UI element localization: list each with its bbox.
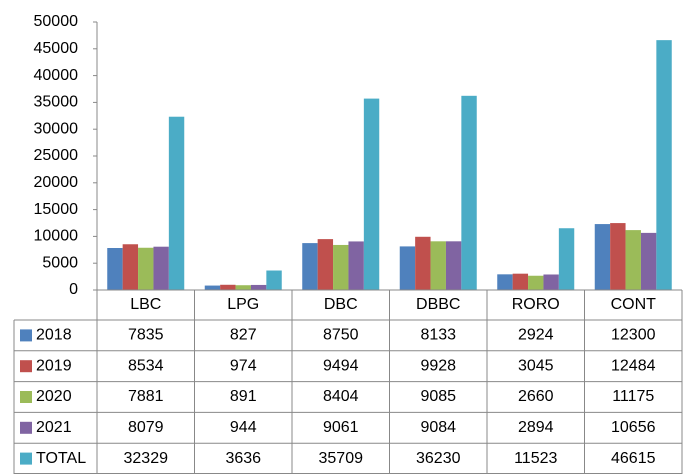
legend-key (20, 391, 32, 403)
bar (610, 223, 626, 290)
x-tick-label: LPG (227, 296, 259, 313)
bar (656, 40, 672, 290)
y-tick-label: 10000 (34, 228, 79, 245)
bar (512, 273, 529, 290)
table-cell: 8404 (323, 388, 359, 405)
table-cell: 35709 (319, 450, 364, 467)
bar (204, 285, 221, 290)
x-tick-label: RORO (512, 296, 560, 313)
legend-key (20, 329, 32, 342)
y-tick-label: 15000 (34, 201, 79, 218)
table-cell: 36230 (416, 450, 461, 467)
table-cell: 9494 (323, 357, 359, 374)
legend-label: 2021 (36, 419, 72, 436)
bar (558, 228, 575, 290)
table-cell: 8133 (420, 327, 456, 344)
bar (415, 236, 431, 290)
table-cell: 11523 (514, 450, 557, 467)
legend-label: 2018 (36, 327, 72, 344)
table-cell: 2924 (518, 327, 554, 344)
bar (250, 284, 267, 290)
legend-label: TOTAL (36, 450, 86, 467)
table-cell: 9061 (323, 419, 359, 436)
table-cell: 9085 (420, 388, 456, 405)
bar (153, 246, 169, 290)
bar (107, 248, 123, 290)
bar (363, 98, 380, 290)
bar (122, 244, 139, 290)
bar (302, 243, 318, 290)
table-cell: 944 (230, 419, 257, 436)
bar (235, 285, 251, 290)
table-cell: 3045 (518, 357, 554, 374)
table-cell: 2894 (518, 419, 554, 436)
table-cell: 8079 (128, 419, 164, 436)
bar (625, 230, 641, 290)
table-cell: 10656 (611, 419, 656, 436)
y-tick-label: 20000 (34, 174, 79, 191)
bar (497, 274, 513, 290)
y-tick-label: 0 (69, 281, 78, 298)
table-cell: 827 (230, 327, 257, 344)
x-tick-label: CONT (611, 296, 657, 313)
y-tick-label: 30000 (34, 120, 79, 137)
table-cell: 3636 (225, 450, 261, 467)
table-cell: 8534 (128, 357, 164, 374)
y-tick-label: 25000 (34, 147, 79, 164)
bar (333, 244, 349, 290)
bar (266, 270, 282, 290)
table-cell: 12300 (611, 327, 656, 344)
y-tick-label: 50000 (34, 13, 79, 30)
bar (220, 284, 236, 290)
table-cell: 891 (230, 388, 257, 405)
x-tick-label: LBC (130, 296, 161, 313)
table-cell: 974 (230, 357, 257, 374)
legend-label: 2020 (36, 388, 72, 405)
bar (168, 116, 185, 291)
bar (461, 95, 477, 291)
legend-label: 2019 (36, 357, 72, 374)
bar (528, 275, 544, 290)
bar (399, 246, 416, 290)
table-cell: 7881 (128, 388, 164, 405)
y-tick-label: 35000 (34, 94, 79, 111)
table-cell: 32329 (124, 450, 169, 467)
bar (640, 232, 657, 290)
table-cell: 9084 (420, 419, 456, 436)
bar (348, 241, 364, 290)
legend-key (20, 360, 32, 373)
y-tick-label: 40000 (34, 67, 79, 84)
legend-key (20, 452, 32, 465)
x-tick-label: DBC (324, 296, 358, 313)
bar (430, 241, 446, 290)
y-tick-label: 45000 (34, 40, 79, 57)
bar (445, 241, 462, 290)
table-cell: 7835 (128, 327, 164, 344)
bar (317, 239, 334, 290)
bar (543, 274, 559, 290)
table-cell: 12484 (611, 357, 656, 374)
legend-key (20, 421, 32, 434)
bar (138, 247, 154, 290)
table-cell: 2660 (518, 388, 554, 405)
table-cell: 9928 (420, 357, 456, 374)
table-cell: 8750 (323, 327, 359, 344)
y-tick-label: 5000 (42, 254, 78, 271)
x-tick-label: DBBC (416, 296, 460, 313)
table-cell: 46615 (611, 450, 656, 467)
table-cell: 11175 (612, 388, 654, 405)
bar (594, 224, 611, 290)
